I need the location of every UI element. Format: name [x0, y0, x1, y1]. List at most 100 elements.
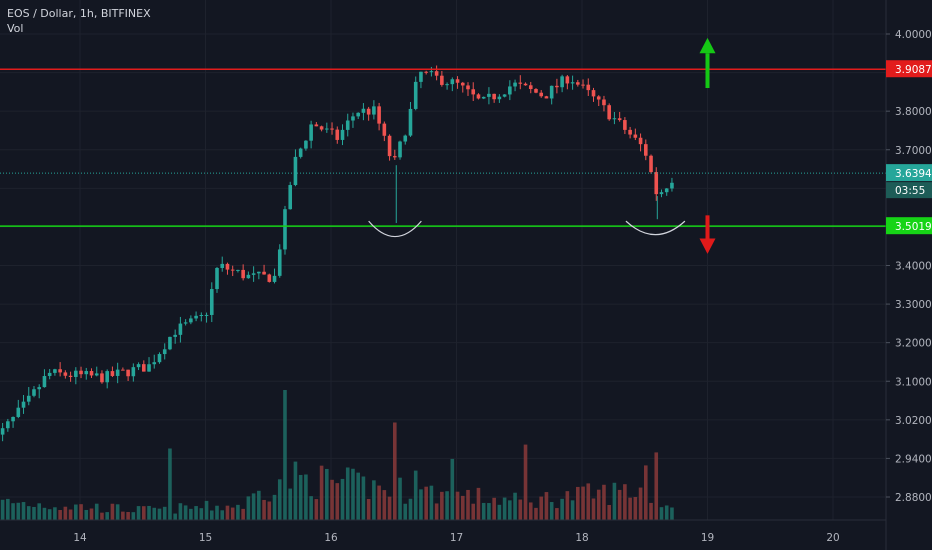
volume-bar — [178, 503, 183, 520]
candle-body — [157, 354, 162, 363]
volume-bar — [361, 476, 366, 520]
candle-body — [246, 274, 251, 279]
volume-bar — [68, 509, 73, 520]
candle-body — [325, 128, 329, 130]
volume-bar — [136, 506, 141, 520]
candle-body — [602, 99, 606, 106]
volume-bar — [58, 510, 62, 520]
candle-body — [361, 108, 366, 113]
volume-bar — [288, 488, 293, 520]
candle-body — [513, 82, 517, 87]
candle-body — [607, 105, 611, 120]
candle-body — [189, 318, 193, 323]
volume-bar — [403, 503, 408, 520]
volume-bar — [372, 480, 376, 520]
candle-body — [58, 369, 62, 373]
volume-bar — [314, 499, 319, 520]
volume-bar — [32, 506, 36, 520]
candles — [0, 65, 674, 442]
candle-body — [617, 118, 622, 121]
candle-body — [32, 389, 36, 396]
candle-body — [623, 120, 627, 130]
candle-body — [74, 370, 78, 377]
candle-body — [408, 108, 413, 136]
candle-body — [440, 75, 444, 85]
volume-bar — [513, 492, 517, 520]
candle-body — [37, 387, 42, 390]
volume-bar — [47, 509, 52, 520]
candle-body — [649, 155, 653, 173]
candle-body — [429, 71, 434, 73]
volume-bar — [455, 491, 460, 520]
volume-bar — [283, 390, 287, 520]
candle-body — [121, 369, 125, 371]
candle-body — [16, 407, 21, 417]
candle-body — [147, 364, 151, 372]
volume-bar — [89, 508, 94, 520]
symbol-title: EOS / Dollar, 1h, BITFINEX — [7, 7, 151, 20]
candle-body — [136, 364, 141, 368]
volume-bar — [398, 477, 402, 520]
candle-body — [586, 84, 591, 91]
volume-bar — [460, 495, 465, 520]
volume-bar — [121, 511, 125, 520]
volume-bar — [659, 507, 664, 520]
volume-bar — [565, 491, 570, 520]
candle-body — [518, 82, 523, 84]
volume-bar — [612, 482, 617, 520]
volume-bar — [434, 503, 439, 520]
volume-bar — [330, 479, 334, 520]
candle-body — [304, 140, 308, 149]
candle-body — [204, 314, 209, 316]
volume-bar — [591, 498, 596, 520]
candle-body — [288, 185, 293, 210]
candle-body — [450, 79, 455, 85]
volume-bar — [387, 496, 392, 520]
candle-body — [262, 271, 266, 275]
candle-body — [115, 369, 120, 376]
candle-body — [236, 269, 240, 271]
volume-bar — [345, 467, 350, 520]
candle-body — [466, 85, 470, 90]
volume-bar — [560, 498, 564, 520]
volume-bar — [602, 484, 606, 520]
volume-bar — [497, 504, 502, 520]
arrow-up-head — [699, 37, 716, 54]
candle-body — [47, 372, 52, 377]
volume-bar — [649, 502, 653, 520]
volume-bar — [382, 490, 387, 520]
candle-body — [633, 134, 638, 138]
candle-body — [63, 372, 68, 376]
candle-body — [79, 370, 83, 375]
volume-bar — [586, 483, 591, 520]
volume-bar — [42, 507, 47, 520]
volume-bar — [246, 496, 251, 520]
candle-body — [487, 93, 491, 97]
candle-body — [576, 82, 580, 85]
volume-bar — [502, 497, 507, 520]
resistance-marker-bg — [886, 60, 932, 78]
volume-bar — [549, 502, 554, 520]
x-tick-label: 15 — [199, 532, 212, 544]
volume-bar — [79, 504, 83, 520]
volume-bar — [617, 489, 622, 520]
candle-body — [209, 289, 214, 315]
candle-body — [194, 315, 198, 319]
volume-bar — [356, 472, 360, 520]
volume-bar — [126, 512, 130, 520]
candle-body — [0, 428, 5, 435]
candle-body — [314, 124, 319, 127]
volume-bar — [523, 444, 528, 520]
candle-body — [272, 275, 277, 282]
annotations — [368, 37, 716, 254]
x-tick-label: 19 — [701, 532, 714, 544]
support-marker-text: 3.5019 — [895, 221, 932, 233]
candle-body — [377, 106, 381, 124]
countdown-bg — [886, 182, 932, 199]
volume-bar — [544, 492, 549, 520]
candle-body — [345, 120, 350, 130]
volume-bar — [366, 498, 371, 520]
volume-bar — [225, 505, 230, 520]
